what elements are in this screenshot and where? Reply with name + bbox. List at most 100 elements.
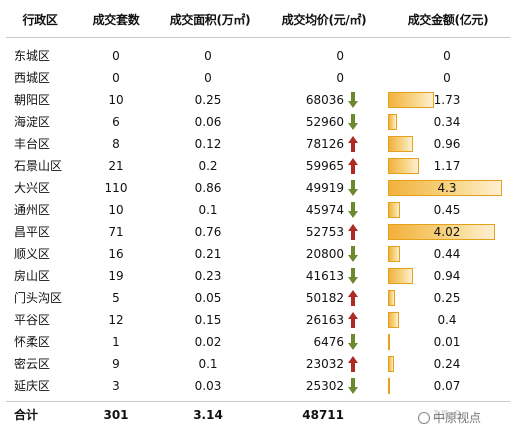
arrow-up-icon <box>348 136 358 152</box>
arrow-down-icon <box>348 202 358 218</box>
header-price: 成交均价(元/㎡) <box>281 13 367 27</box>
units-value: 12 <box>108 313 124 327</box>
units-value: 5 <box>112 291 120 305</box>
arrow-down-icon <box>348 114 358 130</box>
amount-bar <box>388 114 397 130</box>
price-value: 78126 <box>305 137 344 151</box>
units-value: 71 <box>108 225 124 239</box>
total-label: 合计 <box>14 408 39 422</box>
amount-value: 1.17 <box>433 159 461 173</box>
amount-value: 0.07 <box>433 379 461 393</box>
district-name: 石景山区 <box>14 159 63 173</box>
units-value: 10 <box>108 203 124 217</box>
amount-bar <box>388 246 400 262</box>
units-value: 8 <box>112 137 120 151</box>
price-value: 41613 <box>305 269 344 283</box>
units-value: 110 <box>104 181 128 195</box>
arrow-down-icon <box>348 180 358 196</box>
district-name: 延庆区 <box>14 379 51 393</box>
amount-value: 0 <box>443 49 451 63</box>
arrow-up-icon <box>348 158 358 174</box>
district-name: 门头沟区 <box>14 291 63 305</box>
amount-bar <box>388 268 413 284</box>
total-divider <box>6 401 510 402</box>
area-value: 0.15 <box>194 313 222 327</box>
area-value: 0.23 <box>194 269 222 283</box>
header-amount: 成交金额(亿元) <box>407 13 489 27</box>
amount-value: 0.25 <box>433 291 461 305</box>
amount-bar <box>388 92 434 108</box>
district-name: 昌平区 <box>14 225 51 239</box>
area-value: 0.86 <box>194 181 222 195</box>
total-area: 3.14 <box>193 408 223 422</box>
amount-value: 0.94 <box>433 269 461 283</box>
amount-bar <box>388 136 413 152</box>
wechat-icon <box>418 412 430 424</box>
amount-bar <box>388 356 394 372</box>
amount-bar <box>388 202 400 218</box>
amount-bar <box>388 158 419 174</box>
price-value: 20800 <box>305 247 344 261</box>
arrow-up-icon <box>348 312 358 328</box>
district-name: 平谷区 <box>14 313 51 327</box>
units-value: 0 <box>112 49 120 63</box>
amount-value: 0.4 <box>437 313 457 327</box>
units-value: 21 <box>108 159 124 173</box>
amount-value: 0.96 <box>433 137 461 151</box>
price-value: 25302 <box>305 379 344 393</box>
watermark-text: 中原视点 <box>433 411 482 425</box>
arrow-up-icon <box>348 290 358 306</box>
price-value: 45974 <box>305 203 344 217</box>
price-value: 26163 <box>305 313 344 327</box>
area-value: 0 <box>204 71 212 85</box>
amount-value: 0.44 <box>433 247 461 261</box>
total-units: 301 <box>103 408 129 422</box>
price-value: 0 <box>336 49 344 63</box>
total-price: 48711 <box>302 408 344 422</box>
area-value: 0.76 <box>194 225 222 239</box>
header-area: 成交面积(万㎡) <box>169 13 251 27</box>
amount-value: 0.45 <box>433 203 461 217</box>
amount-value: 0 <box>443 71 451 85</box>
watermark: 中原视点 <box>418 408 510 428</box>
price-value: 6476 <box>313 335 344 349</box>
units-value: 9 <box>112 357 120 371</box>
header-district: 行政区 <box>22 13 58 27</box>
amount-bar <box>388 290 395 306</box>
area-value: 0.12 <box>194 137 222 151</box>
price-value: 23032 <box>305 357 344 371</box>
amount-value: 4.3 <box>437 181 457 195</box>
arrow-down-icon <box>348 268 358 284</box>
units-value: 0 <box>112 71 120 85</box>
area-value: 0.1 <box>198 203 218 217</box>
area-value: 0.2 <box>198 159 218 173</box>
units-value: 19 <box>108 269 124 283</box>
price-value: 50182 <box>305 291 344 305</box>
district-name: 通州区 <box>14 203 51 217</box>
area-value: 0.05 <box>194 291 222 305</box>
district-name: 大兴区 <box>14 181 51 195</box>
header-divider <box>6 37 510 38</box>
units-value: 6 <box>112 115 120 129</box>
units-value: 10 <box>108 93 124 107</box>
amount-value: 0.34 <box>433 115 461 129</box>
units-value: 16 <box>108 247 124 261</box>
arrow-down-icon <box>348 92 358 108</box>
arrow-down-icon <box>348 378 358 394</box>
district-name: 顺义区 <box>14 247 51 261</box>
price-value: 68036 <box>305 93 344 107</box>
arrow-up-icon <box>348 224 358 240</box>
price-value: 52753 <box>305 225 344 239</box>
area-value: 0.06 <box>194 115 222 129</box>
arrow-down-icon <box>348 246 358 262</box>
district-name: 密云区 <box>14 357 51 371</box>
area-value: 0.21 <box>194 247 222 261</box>
units-value: 1 <box>112 335 120 349</box>
amount-bar <box>388 334 390 350</box>
price-value: 52960 <box>305 115 344 129</box>
area-value: 0.02 <box>194 335 222 349</box>
district-name: 怀柔区 <box>14 335 51 349</box>
amount-value: 0.01 <box>433 335 461 349</box>
header-units: 成交套数 <box>92 13 140 27</box>
district-name: 丰台区 <box>14 137 51 151</box>
